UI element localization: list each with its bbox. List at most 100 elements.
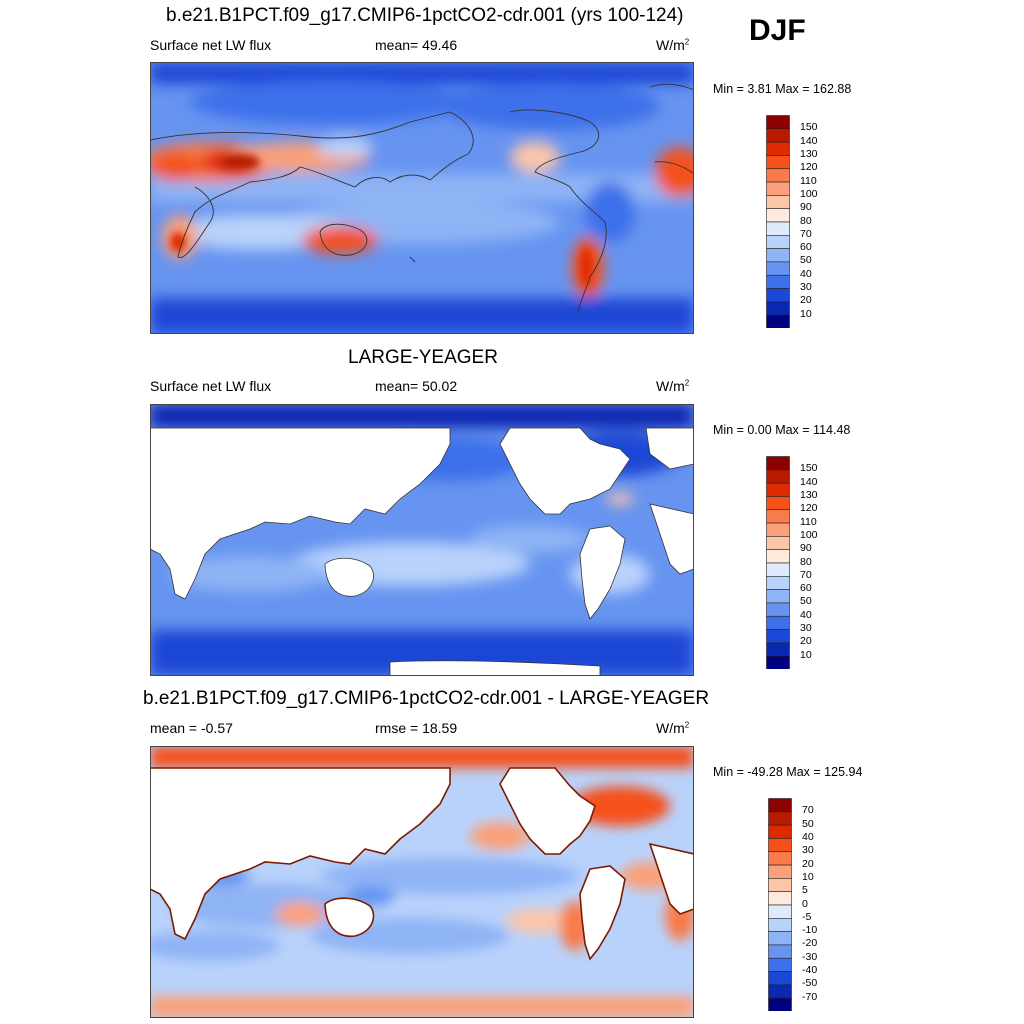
- colorbar-tick-label: 5: [802, 884, 808, 897]
- panel2-map: [150, 404, 694, 676]
- colorbar-swatch: [768, 864, 792, 879]
- panel1-left-label: Surface net LW flux: [150, 37, 272, 53]
- panel2-title: LARGE-YEAGER: [348, 347, 498, 368]
- colorbar-tick-label: -30: [802, 950, 818, 963]
- colorbar-swatch: [768, 838, 792, 853]
- colorbar-swatch: [766, 655, 790, 669]
- panel1-map: [150, 62, 694, 334]
- colorbar-swatch: [766, 248, 790, 263]
- panel3-colorbar: [768, 798, 792, 1011]
- colorbar-tick-label: -10: [802, 924, 818, 937]
- colorbar-swatch: [766, 482, 790, 497]
- panel2-minmax: Min = 0.00 Max = 114.48: [713, 423, 851, 437]
- panel3-left-label: mean = -0.57: [150, 720, 233, 736]
- colorbar-tick-label: 20: [800, 635, 812, 648]
- colorbar-tick-label: 0: [802, 897, 808, 910]
- colorbar-tick-label: 10: [802, 870, 814, 883]
- panel2-units: W/m2: [656, 378, 690, 394]
- colorbar-tick-label: 50: [802, 817, 814, 830]
- colorbar-swatch: [768, 971, 792, 986]
- colorbar-tick-label: 30: [800, 622, 812, 635]
- colorbar-tick-label: 40: [800, 267, 812, 280]
- colorbar-tick-label: 10: [800, 307, 812, 320]
- colorbar-tick-label: -20: [802, 937, 818, 950]
- colorbar-tick-label: 50: [800, 254, 812, 267]
- colorbar-swatch: [766, 615, 790, 630]
- colorbar-swatch: [768, 891, 792, 906]
- panel3-land-mask: [150, 767, 694, 961]
- panel3-minmax: Min = -49.28 Max = 125.94: [713, 765, 863, 779]
- colorbar-swatch: [766, 128, 790, 143]
- colorbar-swatch: [766, 155, 790, 170]
- colorbar-tick-label: 60: [800, 582, 812, 595]
- colorbar-swatch: [766, 221, 790, 236]
- colorbar-swatch: [768, 944, 792, 959]
- colorbar-tick-label: 150: [800, 462, 818, 475]
- panel1-mean-label: mean= 49.46: [375, 37, 458, 53]
- panel1-coastlines: [150, 83, 694, 313]
- colorbar-tick-label: 80: [800, 214, 812, 227]
- colorbar-swatch: [766, 536, 790, 550]
- colorbar-swatch: [766, 274, 790, 289]
- panel1-colorbar: [766, 115, 790, 328]
- colorbar-tick-label: 140: [800, 475, 818, 488]
- colorbar-swatch: [768, 997, 792, 1011]
- colorbar-tick-label: 70: [800, 568, 812, 581]
- colorbar-swatch: [766, 522, 790, 537]
- colorbar-swatch: [766, 576, 790, 590]
- colorbar-swatch: [766, 288, 790, 303]
- colorbar-swatch: [768, 798, 792, 813]
- colorbar-swatch: [768, 984, 792, 999]
- colorbar-swatch: [766, 589, 790, 604]
- panel3-title: b.e21.B1PCT.f09_g17.CMIP6-1pctCO2-cdr.00…: [143, 688, 710, 709]
- colorbar-swatch: [766, 469, 790, 484]
- colorbar-swatch: [768, 878, 792, 892]
- colorbar-swatch: [768, 824, 792, 839]
- panel1-title: b.e21.B1PCT.f09_g17.CMIP6-1pctCO2-cdr.00…: [166, 5, 684, 26]
- colorbar-tick-label: 30: [800, 281, 812, 294]
- colorbar-tick-label: 120: [800, 161, 818, 174]
- colorbar-tick-label: 20: [800, 294, 812, 307]
- colorbar-swatch: [768, 918, 792, 932]
- colorbar-swatch: [768, 957, 792, 972]
- colorbar-swatch: [768, 811, 792, 826]
- colorbar-tick-label: 70: [802, 804, 814, 817]
- colorbar-swatch: [766, 496, 790, 511]
- colorbar-tick-label: 60: [800, 241, 812, 254]
- colorbar-tick-label: -50: [802, 977, 818, 990]
- colorbar-swatch: [766, 314, 790, 328]
- colorbar-swatch: [768, 851, 792, 866]
- season-label: DJF: [749, 14, 806, 47]
- colorbar-tick-label: 110: [800, 515, 817, 528]
- panel2-land-mask: [150, 427, 694, 676]
- panel1-units: W/m2: [656, 37, 690, 53]
- colorbar-tick-label: 40: [802, 830, 814, 843]
- colorbar-tick-label: 130: [800, 488, 818, 501]
- colorbar-tick-label: 80: [800, 555, 812, 568]
- colorbar-tick-label: -5: [802, 910, 812, 923]
- panel2-colorbar: [766, 456, 790, 669]
- colorbar-swatch: [766, 642, 790, 657]
- colorbar-tick-label: -70: [802, 990, 818, 1003]
- panel2-mean-label: mean= 50.02: [375, 378, 458, 394]
- panel2-left-label: Surface net LW flux: [150, 378, 272, 394]
- colorbar-swatch: [768, 931, 792, 946]
- colorbar-swatch: [768, 904, 792, 919]
- colorbar-swatch: [766, 141, 790, 156]
- colorbar-swatch: [766, 549, 790, 564]
- colorbar-tick-label: 100: [800, 187, 818, 200]
- colorbar-tick-label: -40: [802, 964, 818, 977]
- colorbar-swatch: [766, 301, 790, 316]
- colorbar-tick-label: 110: [800, 174, 817, 187]
- colorbar-swatch: [766, 562, 790, 577]
- colorbar-swatch: [766, 261, 790, 276]
- colorbar-swatch: [766, 181, 790, 196]
- colorbar-tick-label: 50: [800, 595, 812, 608]
- colorbar-tick-label: 30: [802, 844, 814, 857]
- colorbar-tick-label: 130: [800, 147, 818, 160]
- colorbar-tick-label: 90: [800, 201, 812, 214]
- colorbar-swatch: [766, 629, 790, 644]
- colorbar-tick-label: 70: [800, 227, 812, 240]
- colorbar-swatch: [766, 115, 790, 130]
- colorbar-swatch: [766, 235, 790, 249]
